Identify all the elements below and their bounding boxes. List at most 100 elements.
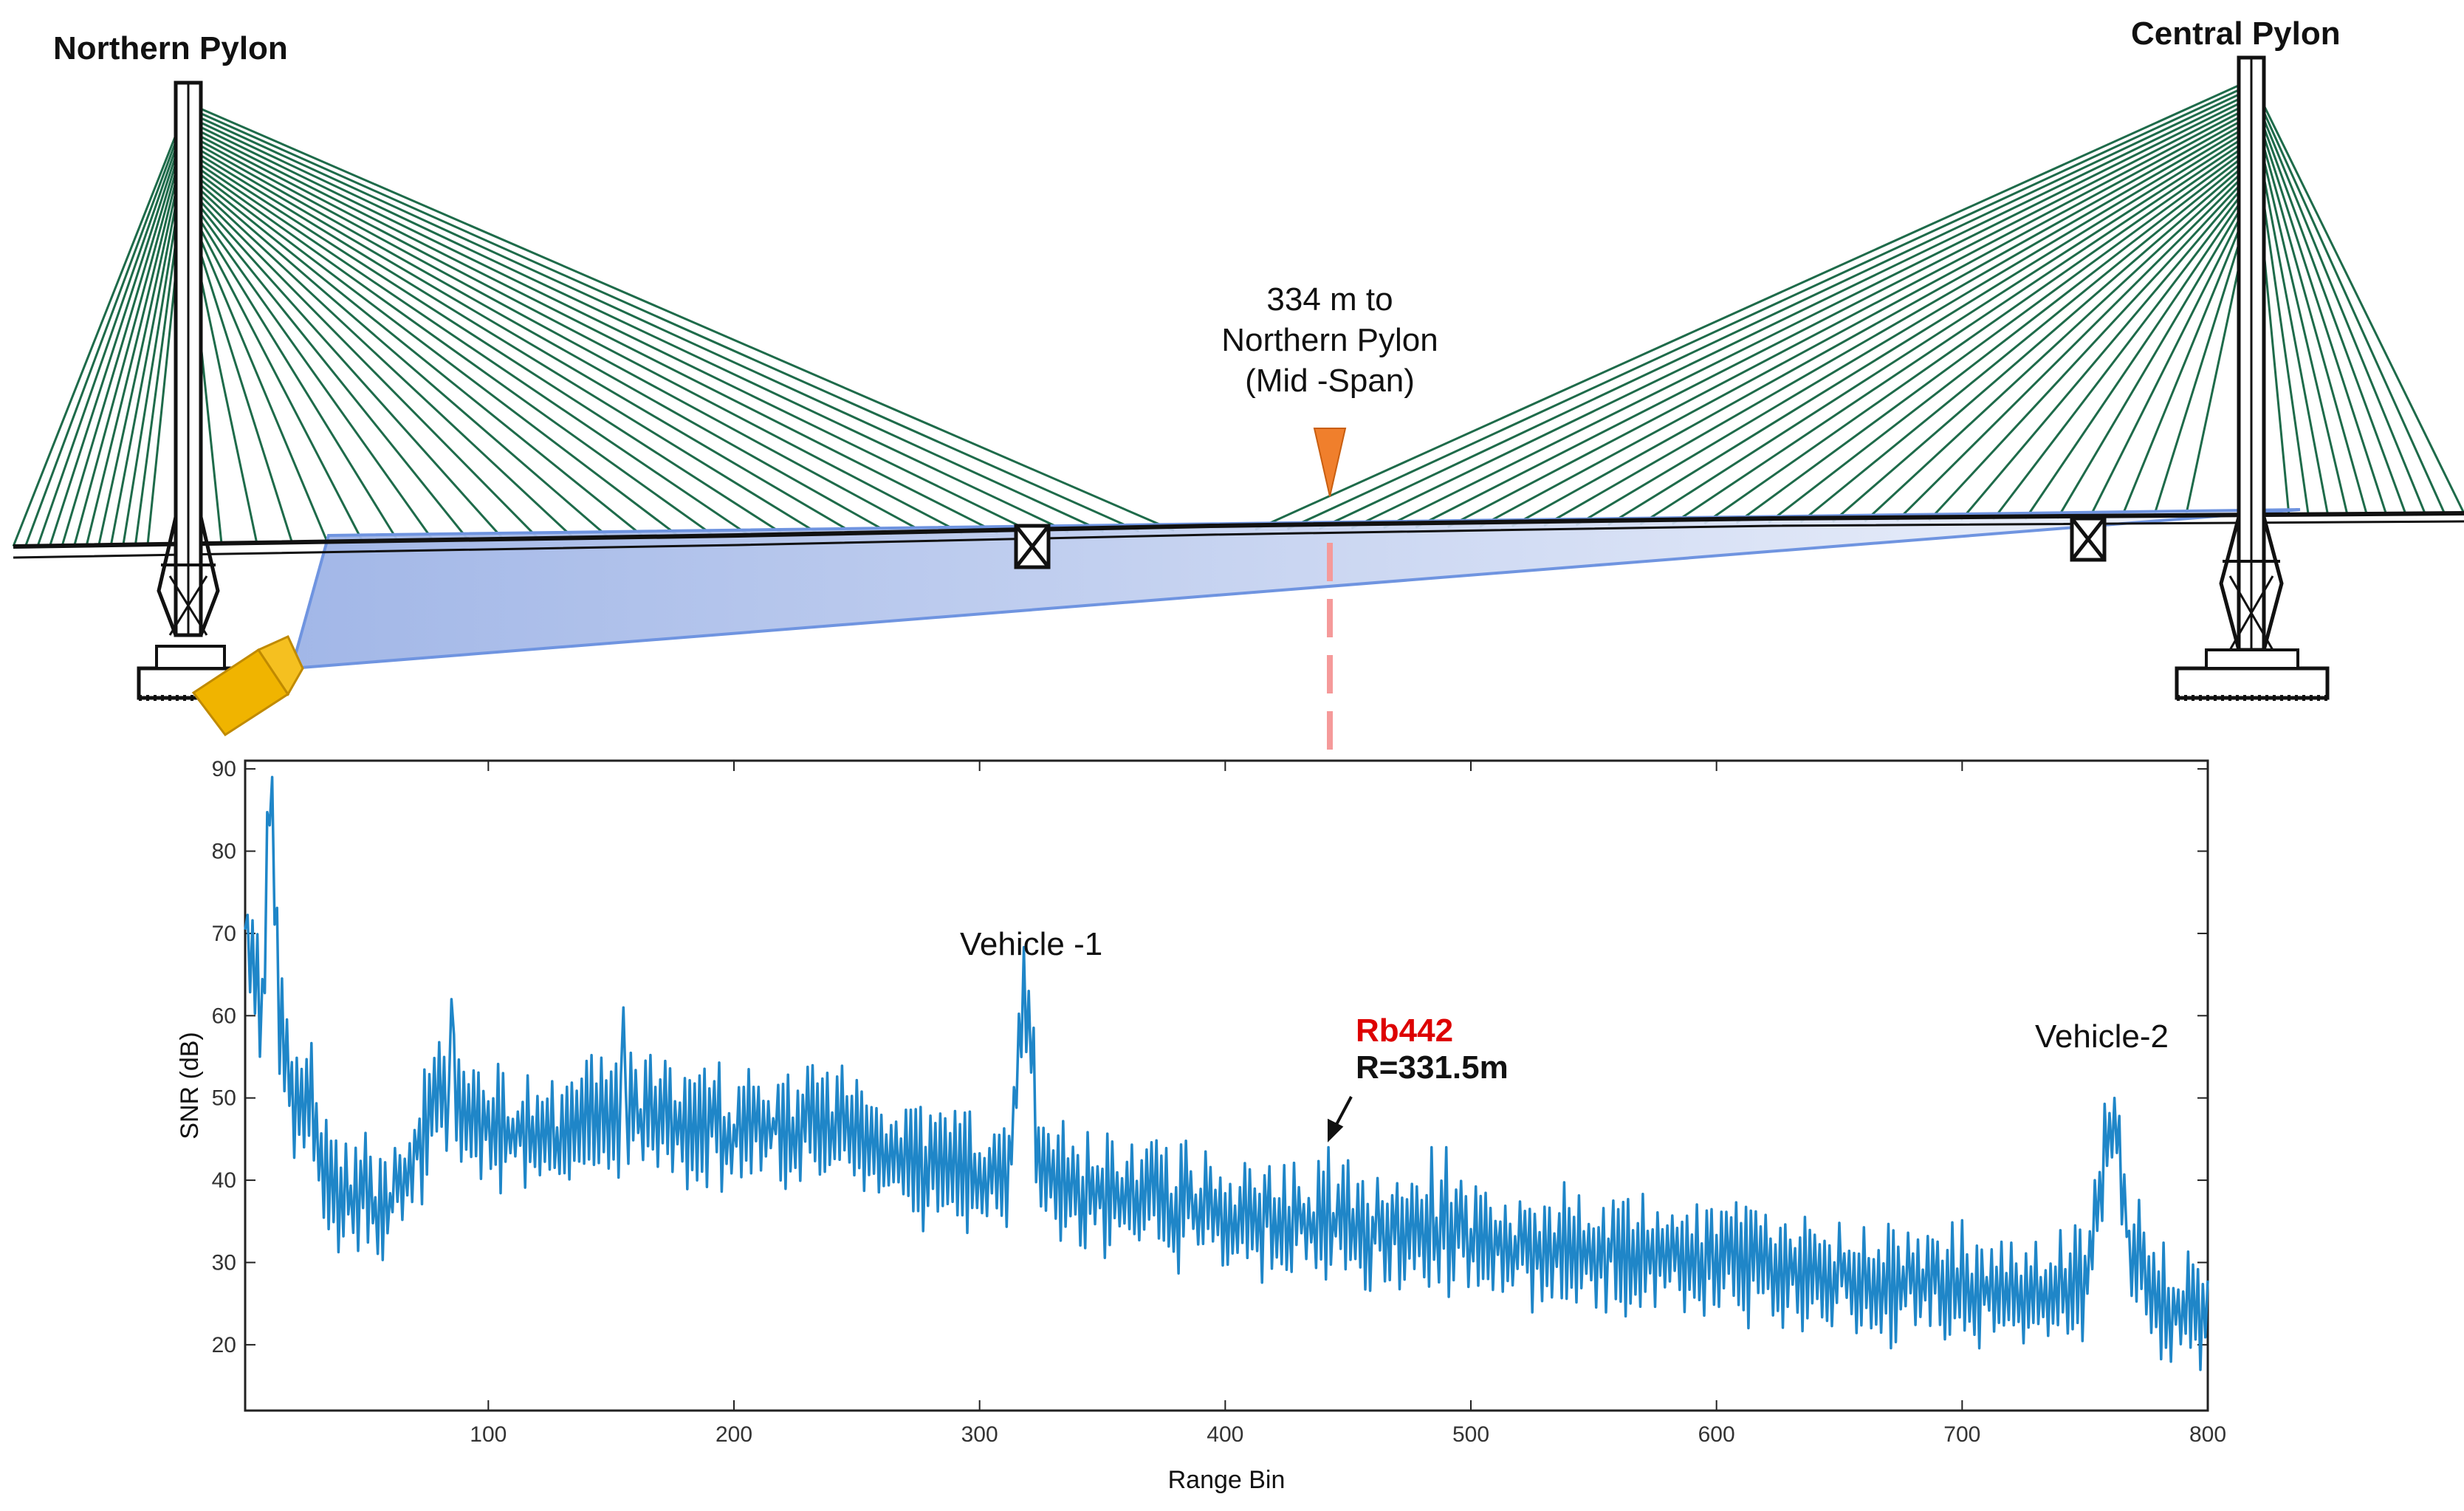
y-tick-label: 90 <box>212 757 236 781</box>
stay-cable <box>1832 158 2252 523</box>
range-label: R=331.5m <box>1356 1049 1509 1086</box>
x-axis-label: Range Bin <box>1168 1466 1286 1494</box>
rb442-label: Rb442 <box>1356 1013 1453 1049</box>
stay-cable <box>49 116 190 547</box>
stay-cable <box>1960 177 2253 521</box>
stay-cable <box>187 191 470 541</box>
midspan-label-line2: Northern Pylon <box>1221 322 1438 358</box>
bridge-diagram: Northern Pylon Central Pylon 334 m to No… <box>12 16 2464 1145</box>
stay-cable <box>1639 131 2252 526</box>
y-tick-label: 60 <box>212 1004 236 1028</box>
snr-chart: 20 30 40 50 60 70 80 90 100 200 300 400 500 600 700 80… <box>176 757 2226 1494</box>
stay-cable <box>1351 92 2252 530</box>
stay-cable <box>2250 97 2388 515</box>
x-tick-label: 700 <box>1943 1422 1980 1447</box>
corner-reflector-icon <box>2070 516 2107 562</box>
stay-cable <box>188 173 611 540</box>
stay-cable <box>188 124 998 535</box>
bridge-deck <box>13 511 2464 559</box>
stay-cable <box>1992 181 2253 521</box>
stay-cable <box>1543 118 2252 527</box>
stay-cable <box>188 120 1034 534</box>
stay-cable <box>1319 87 2252 530</box>
y-tick-label: 50 <box>212 1086 236 1111</box>
y-tick-label: 40 <box>212 1168 236 1193</box>
x-tick-label: 400 <box>1207 1422 1243 1447</box>
stay-cable <box>188 160 716 538</box>
stay-cable <box>188 102 1175 532</box>
vehicle-2-label: Vehicle-2 <box>2035 1018 2169 1055</box>
stay-cable <box>188 142 857 536</box>
central-pylon <box>2175 55 2330 701</box>
stay-cable <box>187 205 364 543</box>
stay-cable <box>1415 100 2252 529</box>
stay-cable <box>1928 171 2253 521</box>
x-tick-label: 800 <box>2189 1422 2226 1447</box>
plot-frame <box>244 759 2209 1412</box>
stay-cable <box>188 146 823 537</box>
stay-cable <box>1511 114 2252 527</box>
vehicle-1-label: Vehicle -1 <box>960 926 1102 962</box>
midspan-label-line3: (Mid -Span) <box>1245 363 1415 399</box>
midspan-label-line1: 334 m to <box>1266 281 1393 318</box>
stay-cable <box>2250 106 2349 515</box>
y-tick-label: 80 <box>212 840 236 864</box>
y-tick-label: 30 <box>212 1250 236 1275</box>
x-tick-label: 600 <box>1698 1422 1735 1447</box>
stay-cable <box>188 168 646 539</box>
stay-cable <box>187 182 540 541</box>
northern-pylon <box>137 80 244 701</box>
stay-cable <box>1255 78 2252 531</box>
stay-cable <box>1735 145 2252 524</box>
stay-cable <box>188 133 928 535</box>
midspan-marker-icon <box>1313 428 1347 497</box>
x-tick-label: 500 <box>1452 1422 1489 1447</box>
x-axis: 100 200 300 400 500 600 700 800 <box>470 761 2226 1447</box>
stay-cable <box>1575 123 2252 527</box>
stay-cable <box>36 112 190 547</box>
stay-cable <box>2250 88 2426 515</box>
snr-series-line <box>244 775 2209 1371</box>
stay-cable <box>187 200 399 542</box>
stay-cable <box>24 107 190 547</box>
stay-cable <box>187 213 293 544</box>
stay-cable <box>85 129 190 546</box>
stay-cable <box>12 103 190 547</box>
stay-cable <box>1286 83 2252 530</box>
stay-cable <box>2088 194 2253 519</box>
northern-pylon-label: Northern Pylon <box>53 30 288 66</box>
stay-cable <box>188 155 752 538</box>
stay-cable <box>1864 162 2253 523</box>
stay-cable <box>2250 79 2464 514</box>
radar-device-icon <box>191 635 304 737</box>
stay-cable <box>2250 92 2407 515</box>
stay-cable <box>2152 203 2253 518</box>
stay-cable <box>187 186 505 541</box>
stay-cable <box>188 129 964 535</box>
stay-cable <box>1383 96 2252 530</box>
stay-cable <box>61 120 190 547</box>
stay-cable <box>187 196 434 541</box>
stay-cable <box>1768 149 2252 524</box>
stay-cable <box>1895 167 2253 522</box>
central-pylon-label: Central Pylon <box>2131 16 2341 52</box>
range-arrow <box>1328 1096 1353 1142</box>
stay-cable <box>73 125 190 547</box>
x-tick-label: 300 <box>961 1422 998 1447</box>
stay-cable <box>188 164 682 538</box>
stay-cable <box>2120 199 2253 518</box>
stay-cable <box>2250 101 2368 515</box>
stay-cables <box>12 78 2464 547</box>
stay-cable <box>2250 83 2446 514</box>
stay-cable <box>188 151 787 537</box>
stay-cable <box>188 106 1139 532</box>
corner-reflector-icon <box>1014 524 1051 569</box>
x-tick-label: 200 <box>715 1422 752 1447</box>
stay-cable <box>188 115 1069 533</box>
stay-cable <box>1479 109 2252 528</box>
stay-cable <box>1607 127 2252 526</box>
y-tick-label: 70 <box>212 922 236 946</box>
y-axis-label: SNR (dB) <box>176 1032 204 1139</box>
stay-cable <box>188 111 1105 533</box>
y-tick-label: 20 <box>212 1333 236 1357</box>
